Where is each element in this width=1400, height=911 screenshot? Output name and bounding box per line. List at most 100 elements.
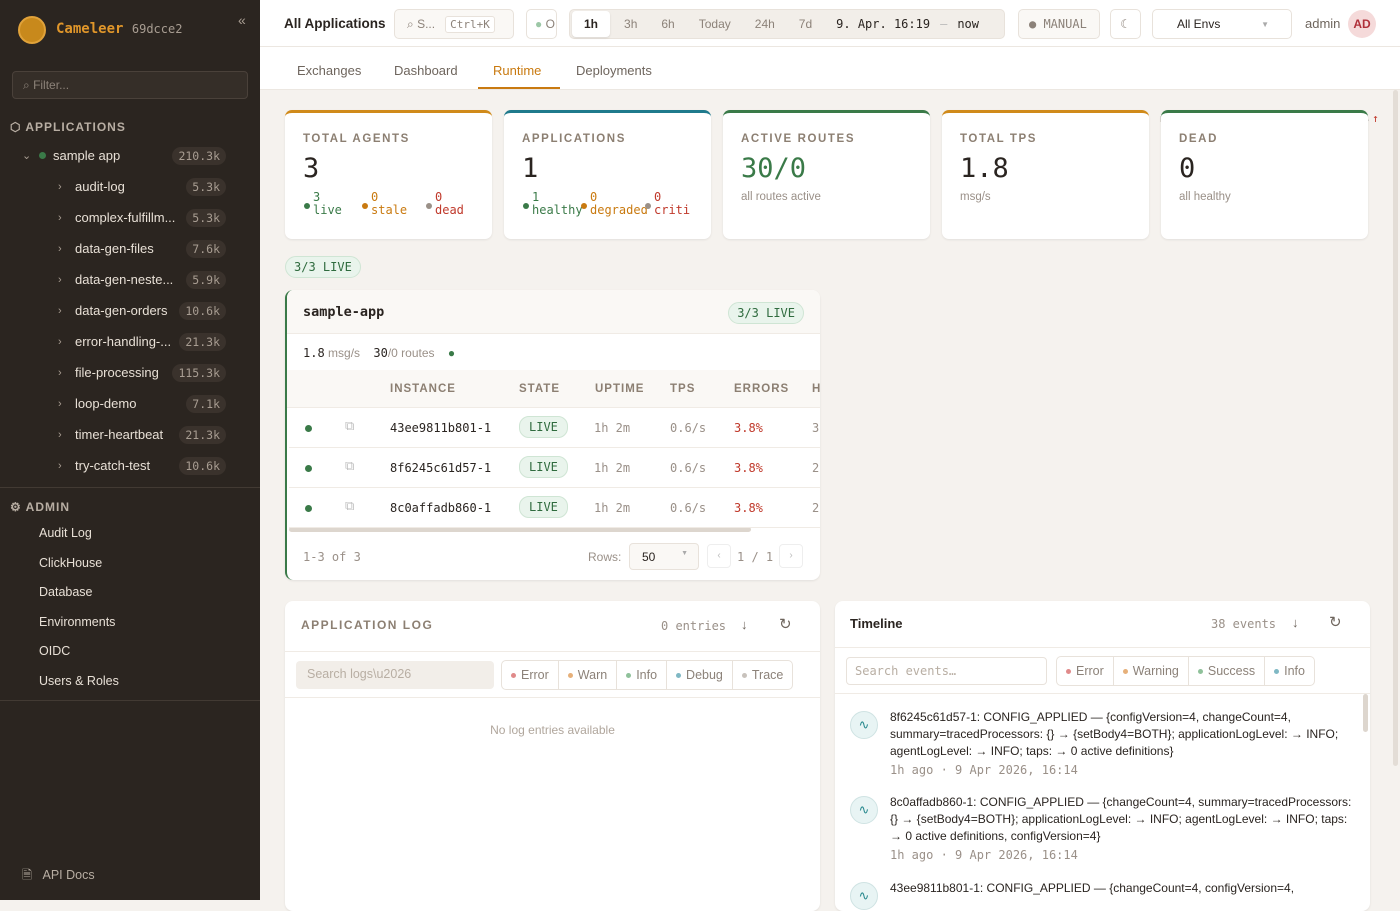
log-filter-debug[interactable]: Debug	[667, 661, 733, 689]
chevron-right-icon: ›	[58, 273, 62, 286]
external-link-icon[interactable]: ⧉	[345, 418, 355, 433]
card-stat: 3 live	[304, 191, 342, 217]
timeline-event[interactable]: 43ee9811b801-1: CONFIG_APPLIED — {change…	[890, 880, 1360, 897]
table-row[interactable]: ⧉ 8c0affadb860-1 LIVE 1h 2m 0.6/s 3.8% 2	[289, 488, 820, 528]
app-name: sample app	[53, 148, 121, 163]
log-filter-warn[interactable]: Warn	[559, 661, 618, 689]
time-range-3h[interactable]: 3h	[624, 17, 638, 31]
column-header-errors[interactable]: ERRORS	[734, 383, 790, 395]
sidebar-route-item[interactable]: › loop-demo 7.1k	[0, 388, 260, 419]
card-value: 0	[1179, 153, 1196, 184]
external-link-icon[interactable]: ⧉	[345, 458, 355, 473]
time-range-1h[interactable]: 1h	[572, 11, 611, 37]
time-range-7d[interactable]: 7d	[798, 17, 813, 31]
sidebar-route-item[interactable]: › file-processing 115.3k	[0, 357, 260, 388]
sidebar-route-item[interactable]: › data-gen-files 7.6k	[0, 233, 260, 264]
timeline-event[interactable]: 8c0affadb860-1: CONFIG_APPLIED — {change…	[890, 794, 1360, 864]
event-text: 8f6245c61d57-1: CONFIG_APPLIED — {config…	[890, 710, 1339, 758]
gear-icon: ⚙	[10, 500, 26, 514]
sort-down-arrow-icon[interactable]: ↓	[741, 617, 748, 632]
status-dot	[1066, 668, 1071, 674]
tab-deployments[interactable]: Deployments	[576, 63, 652, 78]
sidebar-route-item[interactable]: › error-handling-... 21.3k	[0, 326, 260, 357]
instance-id[interactable]: 8c0affadb860-1	[390, 501, 492, 515]
sidebar-admin-item[interactable]: Database	[39, 585, 93, 599]
stat-count: 0	[590, 190, 598, 204]
event-filter-success[interactable]: Success	[1189, 657, 1266, 685]
instance-id[interactable]: 43ee9811b801-1	[390, 421, 492, 435]
sidebar-admin-item[interactable]: OIDC	[39, 644, 71, 658]
timeline-event[interactable]: 8f6245c61d57-1: CONFIG_APPLIED — {config…	[890, 709, 1360, 779]
time-range-24h[interactable]: 24h	[754, 17, 775, 31]
time-window[interactable]: 9. Apr. 16:19 — now	[836, 17, 979, 31]
event-filter-info[interactable]: Info	[1265, 657, 1314, 685]
collapse-sidebar-icon[interactable]: «	[238, 12, 246, 28]
tab-exchanges[interactable]: Exchanges	[297, 63, 362, 78]
stat-count: 0	[435, 190, 443, 204]
sort-down-arrow-icon[interactable]: ↓	[1292, 615, 1299, 630]
sidebar-admin-item[interactable]: Users & Roles	[39, 673, 119, 688]
timeline-scrollbar[interactable]	[1363, 694, 1368, 732]
log-filter-info[interactable]: Info	[617, 661, 668, 689]
avatar[interactable]: AD	[1348, 10, 1376, 38]
refresh-icon[interactable]: ↻	[779, 616, 792, 633]
rows-per-page-select[interactable]: 50 ▼	[629, 543, 699, 570]
activity-pulse-icon: ∿	[850, 796, 878, 824]
sidebar-route-item[interactable]: › timer-heartbeat 21.3k	[0, 419, 260, 450]
status-dot	[523, 203, 529, 209]
h-value: 2	[812, 461, 820, 475]
brand: Cameleer 69dcce2	[56, 21, 182, 37]
tab-runtime[interactable]: Runtime	[493, 63, 542, 78]
event-filter-warning[interactable]: Warning	[1114, 657, 1189, 685]
prev-page-button[interactable]: ‹	[707, 544, 731, 568]
refresh-icon[interactable]: ↻	[1329, 614, 1342, 631]
filter-label: Error	[521, 668, 549, 682]
sidebar-admin-item[interactable]: Environments	[39, 614, 116, 629]
tab-dashboard[interactable]: Dashboard	[394, 63, 458, 78]
chevron-right-icon: ›	[58, 459, 62, 472]
page-scrollbar[interactable]	[1393, 90, 1398, 766]
event-search-input[interactable]: Search events…	[846, 657, 1047, 685]
errors: 3.8%	[734, 501, 763, 515]
column-header-h[interactable]: H	[812, 383, 820, 395]
event-filter-error[interactable]: Error	[1057, 657, 1114, 685]
column-header-state[interactable]: STATE	[519, 383, 560, 395]
column-header-instance[interactable]: INSTANCE	[390, 383, 456, 395]
time-range-6h[interactable]: 6h	[661, 17, 675, 31]
status-button[interactable]: ● O	[526, 9, 557, 39]
sidebar-app-sample-app[interactable]: ⌄ sample app 210.3k	[0, 140, 260, 171]
sidebar-route-item[interactable]: › data-gen-neste... 5.9k	[0, 264, 260, 295]
tps-value: 1.8	[303, 346, 325, 360]
external-link-icon[interactable]: ⧉	[345, 498, 355, 513]
sidebar-route-item[interactable]: › try-catch-test 10.6k	[0, 450, 260, 481]
stat-card-total-agents: TOTAL AGENTS 3 3 live 0 stale 0 dead	[285, 110, 492, 239]
environment-select[interactable]: All Envs ▼	[1152, 9, 1292, 39]
search-button[interactable]: ⌕ S... Ctrl+K	[394, 9, 514, 39]
route-count: 7.6k	[186, 239, 226, 258]
column-header-uptime[interactable]: UPTIME	[595, 383, 645, 395]
column-header-tps[interactable]: TPS	[670, 383, 696, 395]
sidebar-admin-item[interactable]: ClickHouse	[39, 555, 103, 570]
log-empty-state: No log entries available	[490, 723, 615, 737]
time-range-today[interactable]: Today	[698, 17, 731, 31]
sidebar-route-item[interactable]: › audit-log 5.3k	[0, 171, 260, 202]
sidebar-route-item[interactable]: › complex-fulfillm... 5.3k	[0, 202, 260, 233]
instance-id[interactable]: 8f6245c61d57-1	[390, 461, 492, 475]
sidebar-admin-item[interactable]: Audit Log	[39, 526, 92, 540]
next-page-button[interactable]: ›	[779, 544, 803, 568]
api-docs-link[interactable]: 🗎 API Docs	[22, 866, 95, 887]
filter-input[interactable]: ⌕ Filter...	[12, 71, 248, 99]
theme-toggle-moon-icon[interactable]: ☾	[1110, 9, 1141, 39]
sidebar-route-item[interactable]: › data-gen-orders 10.6k	[0, 295, 260, 326]
table-row[interactable]: ⧉ 8f6245c61d57-1 LIVE 1h 2m 0.6/s 3.8% 2	[289, 448, 820, 488]
log-search-input[interactable]: Search logs\u2026	[296, 661, 494, 689]
horizontal-scrollbar[interactable]	[289, 527, 751, 532]
card-value: 3	[303, 153, 320, 184]
table-row[interactable]: ⧉ 43ee9811b801-1 LIVE 1h 2m 0.6/s 3.8% 3	[289, 408, 820, 448]
manual-refresh-toggle[interactable]: ● MANUAL	[1018, 9, 1100, 39]
pagination-range: 1-3 of 3	[303, 550, 361, 564]
log-filter-trace[interactable]: Trace	[733, 661, 793, 689]
route-count: 10.6k	[179, 301, 226, 320]
page-indicator: 1 / 1	[737, 550, 774, 564]
log-filter-error[interactable]: Error	[502, 661, 559, 689]
